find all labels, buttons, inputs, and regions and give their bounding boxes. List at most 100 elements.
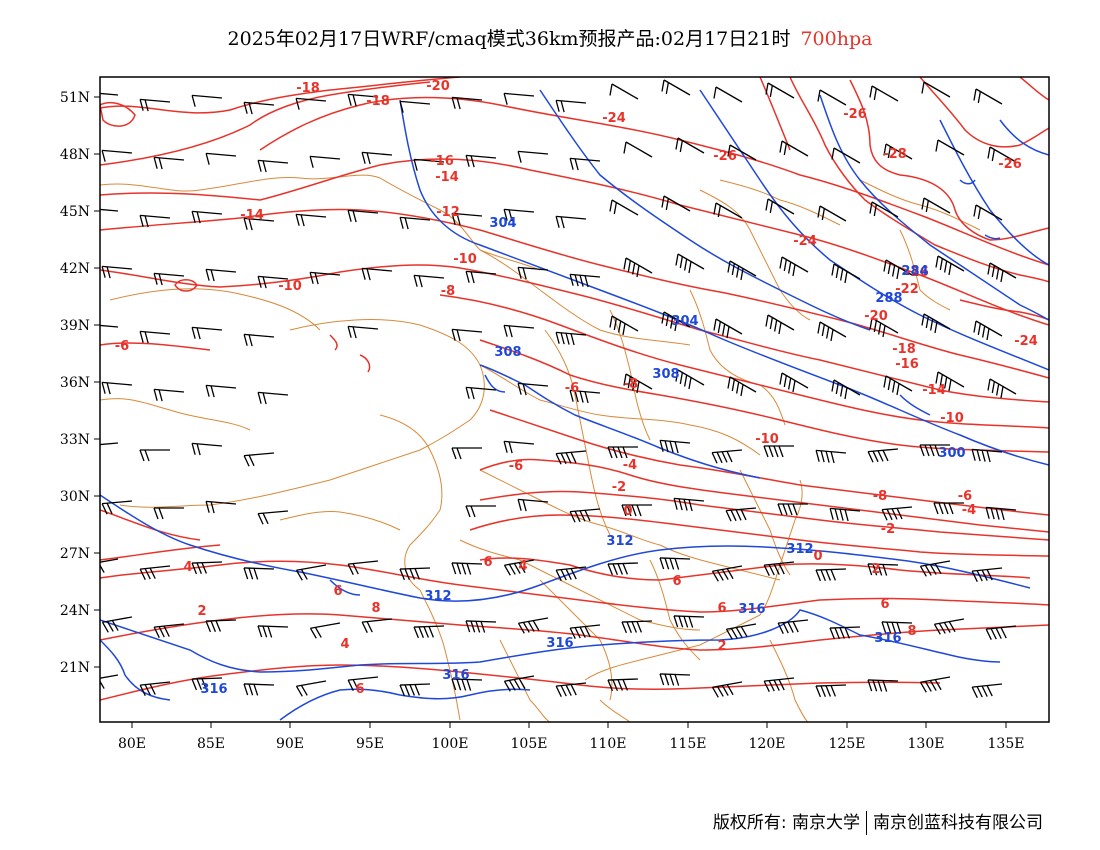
wind-barb — [779, 372, 809, 393]
wind-barb — [465, 154, 497, 168]
temperature-label: 6 — [672, 574, 681, 589]
wind-barb — [257, 275, 289, 289]
temperature-label: 6 — [355, 682, 364, 697]
wind-barb — [621, 504, 652, 517]
temperature-label: 2 — [197, 604, 206, 619]
wind-barb — [817, 205, 847, 222]
wind-barb — [413, 274, 445, 288]
geopotential-contours — [100, 89, 1049, 721]
wind-barb — [621, 620, 653, 634]
wind-barb — [191, 210, 223, 224]
wind-barb — [609, 83, 639, 100]
boundary-lines — [100, 174, 981, 722]
wind-barb — [555, 215, 587, 229]
wind-barb — [777, 619, 809, 634]
wind-barb — [451, 212, 483, 226]
temperature-label: -26 — [843, 107, 867, 122]
wind-barb — [101, 616, 133, 633]
geopotential-label: 304 — [489, 216, 516, 231]
wind-barb — [829, 626, 861, 640]
wind-barb — [101, 149, 133, 162]
temperature-label: -2 — [881, 522, 895, 537]
wind-barb — [883, 259, 913, 280]
copyright-footer: 版权所有: 南京大学 南京创蓝科技有限公司 — [713, 808, 1043, 835]
lat-tick-label: 42N — [60, 261, 90, 277]
wind-barb — [779, 140, 809, 157]
wind-barb — [555, 450, 587, 465]
wind-barb — [555, 566, 587, 581]
wind-barb — [973, 88, 1003, 105]
lon-tick-label: 80E — [118, 736, 146, 752]
lon-tick-label: 135E — [988, 736, 1025, 752]
geopotential-label: 316 — [200, 682, 227, 697]
wind-barb — [555, 331, 587, 346]
wind-barb — [451, 562, 483, 575]
geopotential-label: 312 — [424, 589, 451, 604]
wind-barb — [711, 681, 743, 698]
temperature-label: 2 — [871, 562, 880, 577]
wind-barb — [257, 510, 289, 525]
temperature-label: -26 — [998, 157, 1022, 172]
wind-barb — [829, 507, 861, 522]
wind-barb — [139, 98, 171, 112]
temperature-label: -2 — [612, 480, 626, 495]
wind-barb — [153, 156, 185, 170]
lon-tick-label: 95E — [356, 736, 384, 752]
wind-barb — [100, 323, 119, 328]
wind-barb — [205, 384, 237, 398]
geopotential-label: 316 — [738, 602, 765, 617]
geopotential-label: 316 — [546, 636, 573, 651]
geopotential-label: 308 — [652, 367, 679, 382]
temperature-label: -26 — [905, 265, 929, 280]
wind-barb — [919, 676, 951, 693]
wind-barb — [661, 311, 691, 332]
wind-barb — [100, 91, 119, 96]
temperature-label: -28 — [883, 147, 907, 162]
wind-barb — [517, 617, 549, 634]
lat-tick-label: 33N — [60, 432, 90, 448]
wind-barb — [399, 567, 431, 581]
wind-barb — [711, 565, 743, 582]
temperature-label: 0 — [623, 504, 632, 519]
temperature-label: 4 — [518, 559, 527, 574]
lat-tick-label: 36N — [60, 375, 90, 391]
wind-barb — [569, 273, 601, 288]
wind-barb — [243, 452, 275, 467]
lat-tick-label: 27N — [60, 546, 90, 562]
lon-tick-label: 105E — [511, 736, 548, 752]
geopotential-label: 300 — [938, 446, 965, 461]
wind-barb — [243, 217, 275, 231]
wind-barb — [503, 675, 535, 692]
temperature-label: 4 — [183, 560, 192, 575]
wind-barb — [503, 92, 535, 105]
geopotential-label: 312 — [786, 542, 813, 557]
wind-barb — [100, 674, 119, 689]
wind-barb — [517, 498, 549, 512]
geopotential-label: 304 — [671, 314, 698, 329]
footer-separator — [866, 811, 867, 835]
wind-barb — [205, 152, 237, 165]
temperature-label: 6 — [483, 555, 492, 570]
wind-barb — [361, 618, 393, 633]
wind-barb — [309, 622, 341, 639]
geopotential-label: 308 — [494, 345, 521, 360]
temperature-label: -12 — [436, 205, 460, 220]
wind-barb — [987, 146, 1017, 163]
lon-tick-label: 85E — [197, 736, 225, 752]
wind-barb — [987, 262, 1017, 283]
wind-barb — [881, 621, 913, 634]
temperature-label: -24 — [602, 111, 626, 126]
wind-barb — [243, 333, 275, 347]
wind-barb — [779, 256, 809, 277]
wind-barb — [153, 272, 185, 286]
wind-barb — [973, 204, 1003, 221]
wind-barb — [765, 198, 795, 215]
wind-barb — [883, 375, 913, 396]
wind-barb — [295, 680, 327, 697]
wind-barb — [659, 557, 691, 570]
wind-barb — [465, 505, 496, 518]
temperature-label: -18 — [366, 94, 390, 109]
wind-barb — [815, 684, 847, 698]
temperature-label: -20 — [426, 79, 450, 94]
wind-barb — [257, 391, 289, 405]
